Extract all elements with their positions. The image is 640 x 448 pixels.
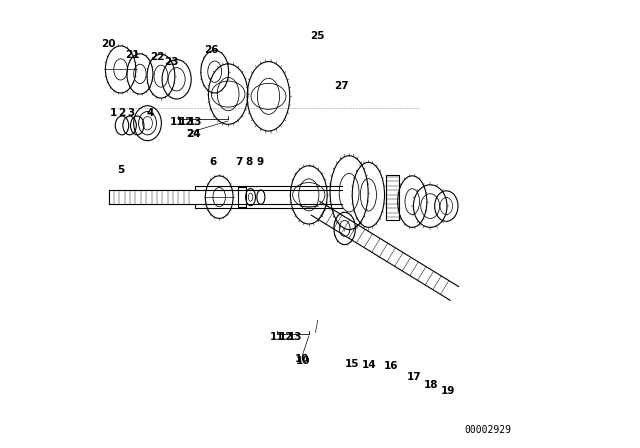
Text: 3: 3 [127, 108, 134, 118]
Text: 22: 22 [150, 52, 165, 62]
Text: 13: 13 [188, 117, 203, 127]
Text: 20: 20 [101, 39, 116, 49]
Text: 24: 24 [186, 129, 201, 139]
Text: 17: 17 [407, 372, 421, 382]
Bar [387, 175, 399, 220]
Text: 19: 19 [441, 386, 455, 396]
Text: 00002929: 00002929 [465, 425, 511, 435]
Text: 8: 8 [246, 157, 253, 167]
Text: 18: 18 [424, 380, 438, 390]
Text: 21: 21 [125, 50, 140, 60]
Text: 7: 7 [235, 157, 242, 167]
Text: 4: 4 [147, 108, 154, 118]
Text: 12: 12 [179, 117, 194, 127]
Text: 11: 11 [170, 117, 185, 127]
Text: 2: 2 [118, 108, 125, 118]
Text: 27: 27 [334, 81, 349, 91]
Text: 10: 10 [295, 354, 309, 364]
Text: 9: 9 [257, 157, 264, 167]
Text: 13: 13 [288, 332, 303, 342]
Text: 15: 15 [345, 359, 360, 369]
Text: 5: 5 [117, 165, 124, 175]
Text: 25: 25 [310, 31, 325, 41]
Text: 14: 14 [362, 360, 376, 370]
Text: 11: 11 [270, 332, 285, 342]
Text: 12: 12 [279, 332, 294, 342]
Text: 23: 23 [164, 57, 179, 67]
Text: 24: 24 [186, 129, 201, 139]
Text: 16: 16 [383, 362, 398, 371]
Text: 26: 26 [204, 45, 219, 55]
Text: 10: 10 [296, 356, 310, 366]
Text: 1: 1 [109, 108, 116, 118]
Bar [237, 187, 246, 207]
Text: 6: 6 [210, 157, 217, 167]
